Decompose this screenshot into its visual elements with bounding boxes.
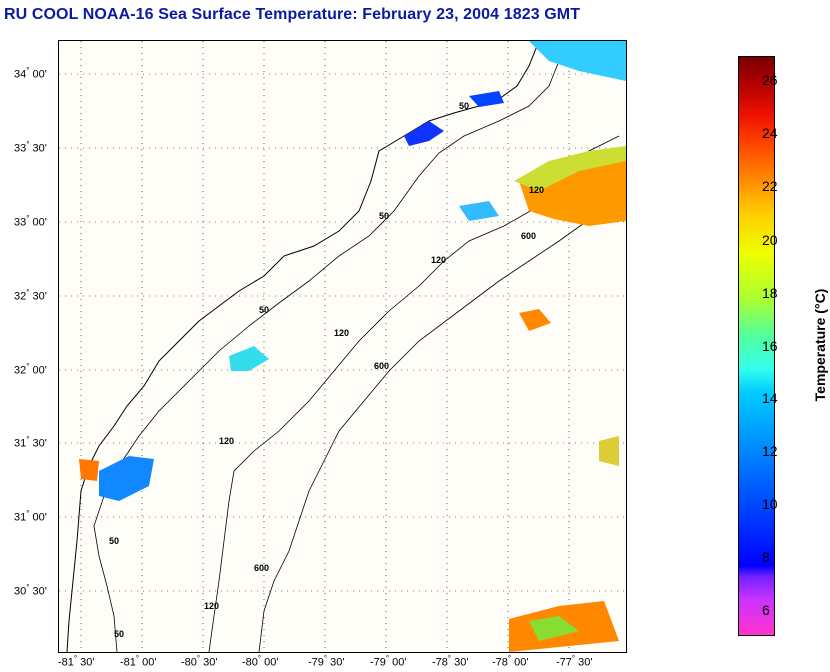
temperature-colorbar <box>738 56 775 636</box>
colorbar-tick: 16 <box>762 338 778 354</box>
colorbar-tick: 26 <box>762 72 778 88</box>
colorbar-tick: 14 <box>762 390 778 406</box>
svg-text:120: 120 <box>529 185 544 195</box>
sst-patch-small-cyan <box>459 201 499 221</box>
sst-patch-sw-blue <box>99 456 154 501</box>
lon-label-3: -80° 30' <box>181 654 218 669</box>
sst-patch-mid-cyan <box>229 346 269 371</box>
lat-label-3: 33° 00' <box>14 214 47 229</box>
contour-labels: 50 120 600 50 120 600 50 120 600 50 120 … <box>109 101 544 639</box>
map-canvas: 50 120 600 50 120 600 50 120 600 50 120 … <box>59 41 626 652</box>
lat-label-1: 34° 00' <box>14 66 47 81</box>
svg-text:600: 600 <box>521 231 536 241</box>
colorbar-tick: 8 <box>762 549 770 565</box>
svg-text:50: 50 <box>114 629 124 639</box>
svg-text:600: 600 <box>254 563 269 573</box>
sst-map[interactable]: 50 120 600 50 120 600 50 120 600 50 120 … <box>58 40 627 653</box>
lat-label-5: 32° 00' <box>14 362 47 377</box>
colorbar-tick: 10 <box>762 496 778 512</box>
svg-text:50: 50 <box>459 101 469 111</box>
svg-text:50: 50 <box>259 305 269 315</box>
colorbar-tick: 6 <box>762 602 770 618</box>
sst-patch-blue-north2 <box>469 91 504 107</box>
grid-lines <box>59 41 626 652</box>
coastline <box>66 41 540 652</box>
lat-label-8: 30° 30' <box>14 583 47 598</box>
lon-label-2: -81° 00' <box>120 654 157 669</box>
sst-patch-se-green <box>529 616 579 641</box>
lon-label-5: -79° 30' <box>308 654 345 669</box>
lon-label-4: -80° 00' <box>242 654 279 669</box>
lon-label-9: -77° 30' <box>556 654 593 669</box>
lat-label-4: 32° 30' <box>14 288 47 303</box>
lat-label-6: 31° 30' <box>14 435 47 450</box>
colorbar-tick: 22 <box>762 178 778 194</box>
sst-patch-east-yellow <box>599 436 619 466</box>
isobath-600 <box>258 195 626 652</box>
lon-label-1: -81° 30' <box>58 654 95 669</box>
sst-patch-blue-north <box>404 121 444 146</box>
colorbar-tick: 20 <box>762 232 778 248</box>
lon-label-6: -79° 00' <box>370 654 407 669</box>
lat-label-2: 33° 30' <box>14 140 47 155</box>
sst-patch-sw-orange <box>79 459 99 481</box>
sst-patch-mid-orange <box>519 309 551 331</box>
svg-text:120: 120 <box>219 436 234 446</box>
colorbar-tick: 24 <box>762 125 778 141</box>
isobath-50 <box>93 60 560 652</box>
sst-patches <box>79 41 626 652</box>
colorbar-tick: 12 <box>762 443 778 459</box>
svg-text:120: 120 <box>204 601 219 611</box>
svg-text:120: 120 <box>431 255 446 265</box>
svg-text:50: 50 <box>109 536 119 546</box>
map-title: RU COOL NOAA-16 Sea Surface Temperature:… <box>4 6 581 23</box>
colorbar-label: Temperature (°C) <box>812 288 828 402</box>
lat-label-7: 31° 00' <box>14 509 47 524</box>
sst-patch-ne-yellow <box>514 146 626 191</box>
svg-text:120: 120 <box>334 328 349 338</box>
svg-text:50: 50 <box>379 211 389 221</box>
svg-text:600: 600 <box>374 361 389 371</box>
lon-label-7: -78° 30' <box>432 654 469 669</box>
lon-label-8: -78° 00' <box>492 654 529 669</box>
sst-patch-ne-cyan <box>529 41 626 81</box>
colorbar-tick: 18 <box>762 285 778 301</box>
